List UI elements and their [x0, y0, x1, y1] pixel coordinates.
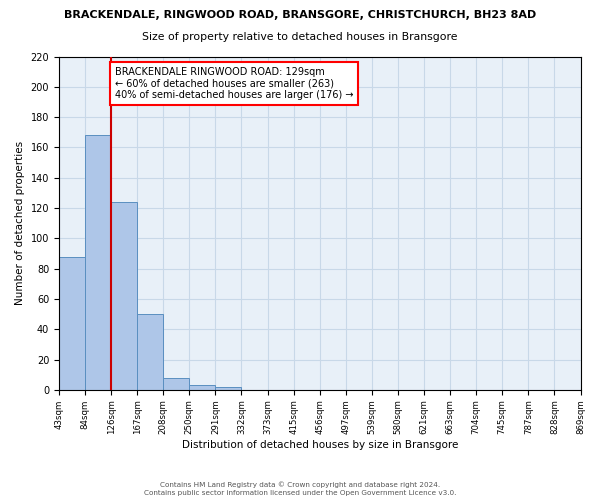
Bar: [190, 386, 215, 390]
Y-axis label: Number of detached properties: Number of detached properties: [15, 141, 25, 305]
Bar: [111, 202, 137, 390]
Bar: [163, 378, 190, 390]
Text: Contains public sector information licensed under the Open Government Licence v3: Contains public sector information licen…: [144, 490, 456, 496]
Text: Contains HM Land Registry data © Crown copyright and database right 2024.: Contains HM Land Registry data © Crown c…: [160, 481, 440, 488]
X-axis label: Distribution of detached houses by size in Bransgore: Distribution of detached houses by size …: [182, 440, 458, 450]
Text: BRACKENDALE, RINGWOOD ROAD, BRANSGORE, CHRISTCHURCH, BH23 8AD: BRACKENDALE, RINGWOOD ROAD, BRANSGORE, C…: [64, 10, 536, 20]
Text: BRACKENDALE RINGWOOD ROAD: 129sqm
← 60% of detached houses are smaller (263)
40%: BRACKENDALE RINGWOOD ROAD: 129sqm ← 60% …: [115, 67, 353, 100]
Bar: [137, 314, 163, 390]
Bar: [59, 256, 85, 390]
Bar: [215, 387, 241, 390]
Text: Size of property relative to detached houses in Bransgore: Size of property relative to detached ho…: [142, 32, 458, 42]
Bar: [85, 136, 111, 390]
